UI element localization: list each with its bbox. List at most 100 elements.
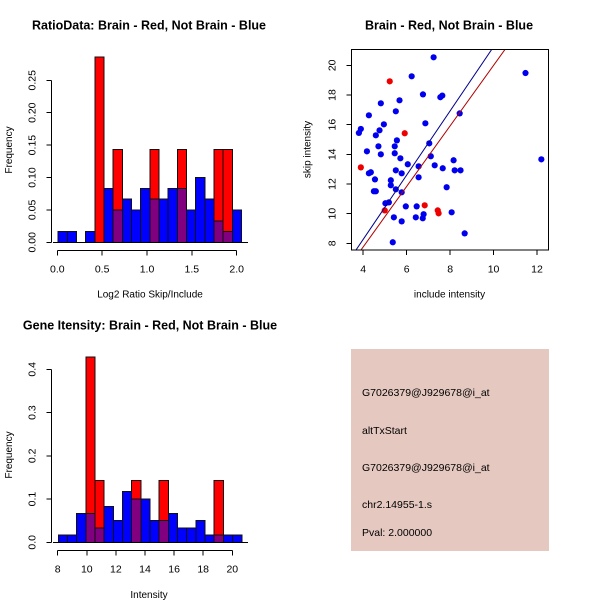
y-axis-label: skip intensity bbox=[303, 121, 314, 178]
ratio-histogram-panel: RatioData: Brain - Red, Not Brain - Blue… bbox=[4, 19, 266, 301]
x-axis-label: Log2 Ratio Skip/Include bbox=[97, 290, 203, 301]
bar-not-brain bbox=[121, 198, 133, 243]
intensity-scatter-panel: Brain - Red, Not Brain - Blue 4 6 8 10 12 8 10… bbox=[303, 19, 549, 301]
y-tick-label: 0.00 bbox=[26, 232, 38, 253]
bar-not-brain bbox=[66, 230, 78, 243]
point-brain bbox=[386, 78, 393, 85]
point-not-brain bbox=[461, 230, 468, 237]
y-tick-label: 18 bbox=[326, 89, 338, 101]
point-not-brain bbox=[402, 203, 409, 210]
x-tick-label: 1.5 bbox=[185, 263, 200, 275]
bar-not-brain bbox=[140, 188, 151, 243]
chromosome-locus: chr2.14955-1.s bbox=[362, 499, 432, 511]
y-tick-label: 0.25 bbox=[26, 70, 38, 91]
point-not-brain bbox=[365, 112, 372, 119]
bar-not-brain bbox=[66, 534, 78, 543]
x-tick-label: 0.5 bbox=[95, 263, 110, 275]
bar-not-brain bbox=[103, 188, 114, 243]
gene-intensity-histogram-panel: Gene Itensity: Brain - Red, Not Brain - … bbox=[4, 319, 277, 600]
point-not-brain bbox=[392, 167, 399, 174]
x-axis-label: Intensity bbox=[130, 590, 167, 600]
y-tick-label: 14 bbox=[326, 148, 338, 160]
point-not-brain bbox=[448, 209, 455, 216]
point-not-brain bbox=[387, 177, 394, 184]
point-not-brain bbox=[391, 143, 398, 150]
bar-not-brain bbox=[112, 520, 123, 543]
bar-overlap bbox=[213, 534, 224, 543]
y-tick-label: 0.20 bbox=[26, 102, 38, 123]
point-not-brain bbox=[393, 137, 400, 144]
x-tick-label: 8 bbox=[447, 263, 453, 275]
point-brain bbox=[381, 207, 388, 214]
point-not-brain bbox=[392, 186, 399, 193]
point-not-brain bbox=[430, 54, 437, 61]
x-tick-label: 12 bbox=[110, 563, 122, 575]
pval-text: Pval: 2.000000 bbox=[362, 527, 432, 539]
y-tick-label: 0.1 bbox=[26, 492, 38, 507]
bar-not-brain bbox=[177, 527, 188, 543]
point-not-brain bbox=[457, 167, 464, 174]
bar-overlap bbox=[213, 220, 224, 243]
point-not-brain bbox=[413, 203, 420, 210]
x-tick-label: 12 bbox=[531, 263, 543, 275]
probeset-id: G7026379@J929678@i_at bbox=[362, 387, 490, 399]
y-tick-label: 0.05 bbox=[26, 200, 38, 221]
bar-brain bbox=[222, 149, 233, 243]
bar-not-brain bbox=[85, 230, 96, 243]
y-tick-label: 0.0 bbox=[26, 535, 38, 550]
bar-not-brain bbox=[195, 177, 206, 243]
x-axis-label: include intensity bbox=[414, 290, 485, 301]
x-tick-label: 16 bbox=[168, 563, 180, 575]
point-not-brain bbox=[450, 157, 457, 164]
point-not-brain bbox=[391, 150, 398, 157]
point-not-brain bbox=[387, 182, 394, 189]
event-type: altTxStart bbox=[362, 425, 407, 437]
point-not-brain bbox=[422, 120, 429, 127]
bar-overlap bbox=[158, 520, 169, 543]
bar-not-brain bbox=[158, 198, 169, 243]
bar-overlap bbox=[112, 209, 123, 243]
point-not-brain bbox=[375, 143, 382, 150]
bar-not-brain bbox=[232, 534, 243, 543]
point-not-brain bbox=[390, 214, 397, 221]
point-not-brain bbox=[380, 121, 387, 128]
point-not-brain bbox=[404, 161, 411, 168]
point-not-brain bbox=[419, 91, 427, 98]
x-tick-label: 0.0 bbox=[50, 263, 65, 275]
bar-overlap bbox=[222, 230, 233, 243]
x-tick-label: 10 bbox=[81, 563, 93, 575]
point-not-brain bbox=[408, 73, 415, 80]
bar-not-brain bbox=[57, 534, 68, 543]
x-tick-label: 10 bbox=[488, 263, 500, 275]
point-not-brain bbox=[389, 239, 396, 246]
point-not-brain bbox=[363, 148, 371, 155]
fit-line-not-brain bbox=[355, 49, 493, 250]
point-brain bbox=[357, 164, 364, 171]
x-tick-label: 1.0 bbox=[140, 263, 155, 275]
point-not-brain bbox=[372, 132, 379, 139]
point-not-brain bbox=[398, 170, 405, 177]
axes: 4 6 8 10 12 8 10 12 14 16 18 20 bbox=[326, 59, 543, 275]
point-brain bbox=[401, 130, 408, 137]
bar-not-brain bbox=[57, 230, 68, 243]
bar-not-brain bbox=[186, 209, 197, 243]
bar-overlap bbox=[131, 498, 142, 543]
y-tick-label: 0.15 bbox=[26, 135, 38, 156]
point-not-brain bbox=[392, 108, 399, 115]
chart-title: Gene Itensity: Brain - Red, Not Brain - … bbox=[23, 319, 277, 333]
point-not-brain bbox=[371, 176, 379, 183]
probeset-id-secondary: G7026379@J929678@i_at bbox=[362, 462, 490, 474]
x-tick-label: 14 bbox=[139, 563, 151, 575]
point-not-brain bbox=[419, 215, 426, 222]
y-tick-label: 0.4 bbox=[26, 362, 38, 377]
scatter-marks bbox=[355, 49, 545, 250]
bar-not-brain bbox=[103, 505, 114, 543]
point-not-brain bbox=[365, 170, 372, 177]
x-tick-label: 4 bbox=[360, 263, 366, 275]
y-tick-label: 16 bbox=[326, 119, 338, 131]
bar-brain bbox=[94, 56, 105, 243]
point-not-brain bbox=[355, 129, 362, 137]
bar-not-brain bbox=[204, 198, 215, 243]
point-brain bbox=[435, 210, 442, 217]
